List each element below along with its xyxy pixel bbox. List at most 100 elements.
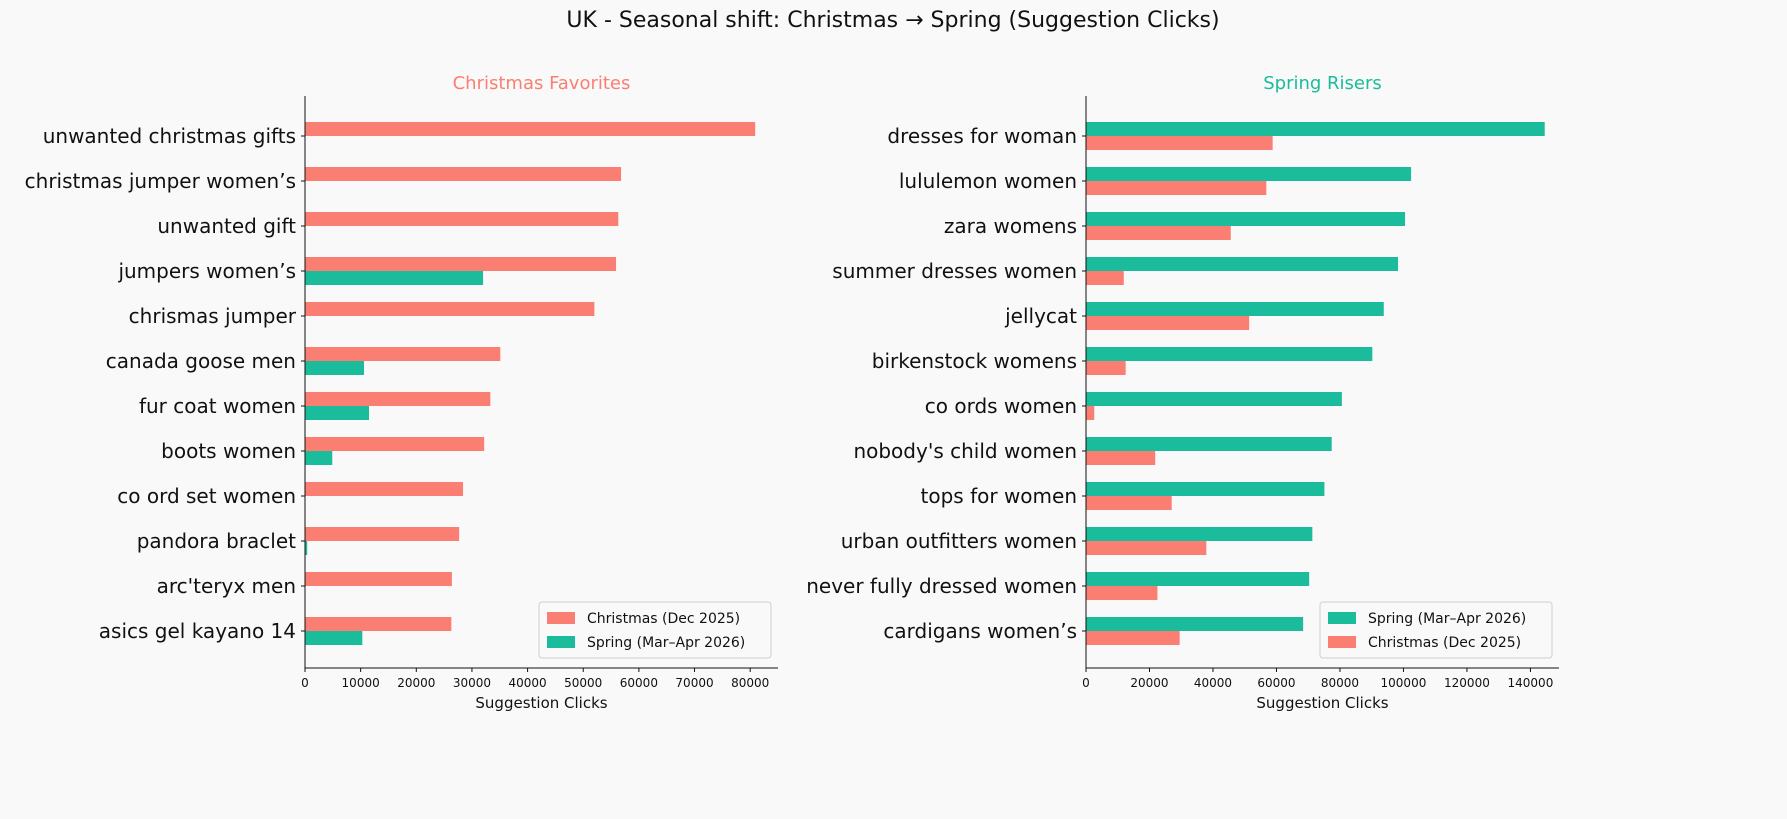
bar-second-series — [1086, 586, 1158, 600]
bar-second-series — [1086, 451, 1156, 465]
category-label: asics gel kayano 14 — [99, 619, 296, 643]
legend-label: Christmas (Dec 2025) — [1368, 635, 1521, 651]
legend-swatch — [1328, 636, 1356, 648]
category-label: co ords women — [925, 394, 1077, 418]
bar-first-series — [305, 572, 452, 586]
bar-first-series — [305, 482, 464, 496]
legend: Spring (Mar–Apr 2026) Christmas (Dec 2025… — [1319, 601, 1553, 659]
bar-first-series — [1086, 302, 1384, 316]
bar-second-series — [1086, 271, 1124, 285]
x-tick-label: 0 — [301, 676, 309, 690]
bar-second-series — [1086, 181, 1267, 195]
x-tick-label: 20000 — [397, 676, 435, 690]
bar-first-series — [1086, 347, 1373, 361]
bar-first-series — [305, 392, 491, 406]
bar-first-series — [1086, 392, 1342, 406]
bar-first-series — [305, 527, 460, 541]
bar-second-series — [1086, 541, 1207, 555]
bar-first-series — [305, 122, 756, 136]
category-label: co ord set women — [117, 484, 296, 508]
x-tick-label: 60000 — [1257, 676, 1295, 690]
bar-second-series — [1086, 496, 1172, 510]
bar-first-series — [1086, 482, 1325, 496]
x-axis-label: Suggestion Clicks — [1256, 694, 1388, 712]
category-label: fur coat women — [139, 394, 296, 418]
bar-first-series — [1086, 527, 1313, 541]
bar-first-series — [1086, 167, 1412, 181]
bar-first-series — [1086, 617, 1304, 631]
category-label: dresses for woman — [887, 124, 1077, 148]
x-tick-label: 0 — [1082, 676, 1090, 690]
x-tick-label: 30000 — [453, 676, 491, 690]
category-label: zara womens — [944, 214, 1077, 238]
bar-second-series — [1086, 226, 1231, 240]
category-label: unwanted christmas gifts — [43, 124, 296, 148]
bar-second-series — [305, 631, 363, 645]
x-tick-label: 140000 — [1508, 676, 1554, 690]
category-label: urban outfitters women — [841, 529, 1077, 553]
x-tick-label: 120000 — [1444, 676, 1490, 690]
chart-panel-1: Christmas Favorites unwanted christmas gi… — [25, 73, 778, 712]
bar-first-series — [305, 347, 501, 361]
x-axis-label: Suggestion Clicks — [475, 694, 607, 712]
bar-first-series — [305, 167, 622, 181]
x-tick-label: 80000 — [731, 676, 769, 690]
bar-first-series — [1086, 257, 1399, 271]
x-tick-label: 10000 — [342, 676, 380, 690]
category-label: jellycat — [1004, 304, 1077, 328]
x-tick-label: 40000 — [1194, 676, 1232, 690]
x-tick-label: 70000 — [675, 676, 713, 690]
bar-first-series — [1086, 122, 1545, 136]
bar-first-series — [305, 257, 617, 271]
category-label: chrismas jumper — [129, 304, 297, 328]
legend-swatch — [547, 636, 575, 648]
panel-title: Christmas Favorites — [453, 73, 631, 94]
figure-title: UK - Seasonal shift: Christmas → Spring … — [566, 8, 1219, 33]
category-label: summer dresses women — [832, 259, 1077, 283]
bar-first-series — [1086, 212, 1406, 226]
x-tick-label: 20000 — [1130, 676, 1168, 690]
bar-second-series — [1086, 406, 1095, 420]
bar-first-series — [305, 437, 485, 451]
bar-second-series — [305, 541, 308, 555]
bar-first-series — [305, 302, 595, 316]
category-label: never fully dressed women — [806, 574, 1077, 598]
category-label: canada goose men — [106, 349, 296, 373]
legend-swatch — [1328, 612, 1356, 624]
x-tick-label: 40000 — [508, 676, 546, 690]
bar-second-series — [305, 406, 369, 420]
x-tick-label: 80000 — [1321, 676, 1359, 690]
category-label: jumpers women’s — [117, 259, 296, 283]
bar-second-series — [1086, 136, 1273, 150]
category-label: pandora braclet — [137, 529, 296, 553]
legend-label: Spring (Mar–Apr 2026) — [1368, 611, 1526, 627]
chart-panel-2: Spring Risers dresses for woman lululemon … — [806, 73, 1559, 712]
legend-swatch — [547, 612, 575, 624]
bar-first-series — [1086, 572, 1310, 586]
category-label: christmas jumper women’s — [25, 169, 296, 193]
x-tick-label: 60000 — [620, 676, 658, 690]
legend-label: Spring (Mar–Apr 2026) — [587, 635, 745, 651]
x-tick-label: 50000 — [564, 676, 602, 690]
bar-first-series — [305, 617, 452, 631]
legend-box — [538, 601, 772, 659]
bar-second-series — [1086, 631, 1180, 645]
category-label: arc'teryx men — [157, 574, 296, 598]
bar-first-series — [1086, 437, 1332, 451]
category-label: birkenstock womens — [872, 349, 1077, 373]
legend-box — [1319, 601, 1553, 659]
bar-second-series — [305, 271, 484, 285]
bar-second-series — [1086, 361, 1126, 375]
category-label: tops for women — [921, 484, 1077, 508]
category-label: lululemon women — [899, 169, 1077, 193]
legend-label: Christmas (Dec 2025) — [587, 611, 740, 627]
bar-first-series — [305, 212, 619, 226]
panel-title: Spring Risers — [1263, 73, 1382, 94]
bar-second-series — [305, 361, 364, 375]
category-label: boots women — [161, 439, 296, 463]
category-label: unwanted gift — [157, 214, 296, 238]
category-label: cardigans women’s — [883, 619, 1077, 643]
x-tick-label: 100000 — [1381, 676, 1427, 690]
bar-second-series — [305, 451, 333, 465]
